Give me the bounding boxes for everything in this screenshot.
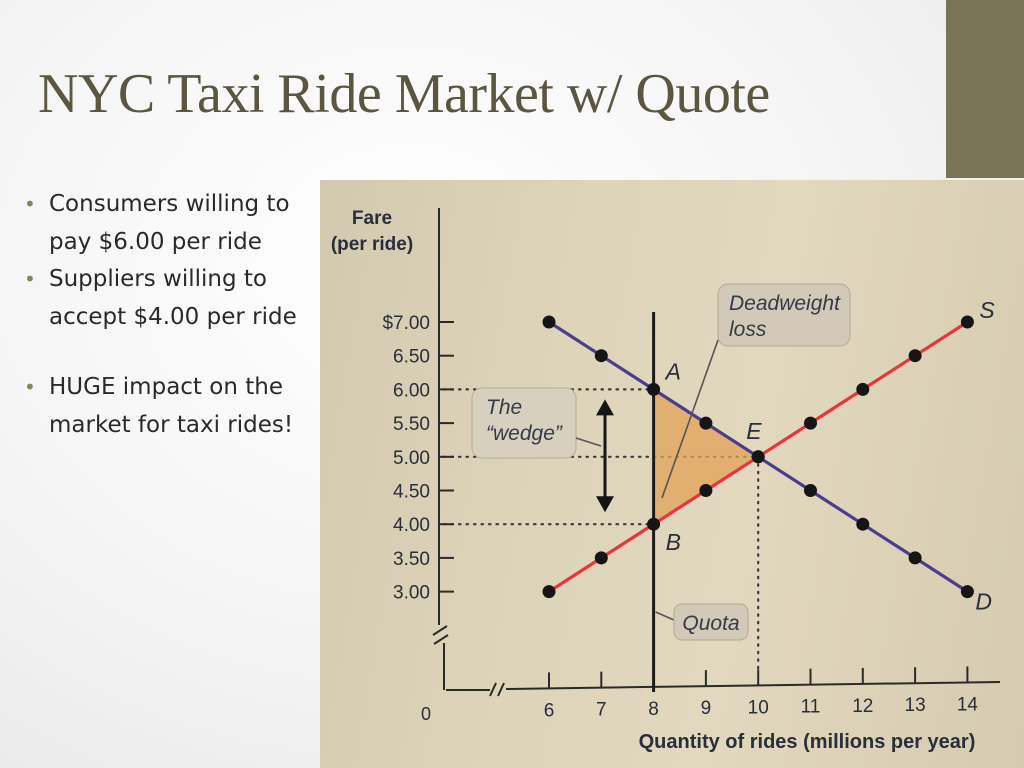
y-tick-label: 4.00 <box>393 515 430 536</box>
deadweight-label: loss <box>729 318 767 341</box>
quota-label: Quota <box>682 612 739 635</box>
y-axis-title-line1: Fare <box>352 208 392 229</box>
point-label-e: E <box>746 418 762 444</box>
demand-point <box>647 382 661 396</box>
y-tick-label: 6.00 <box>393 380 430 401</box>
y-axis-break <box>432 625 449 645</box>
deadweight-pointer <box>661 339 719 499</box>
x-tick-label: 12 <box>852 696 873 717</box>
wedge-callout <box>471 387 577 459</box>
accent-bar <box>946 0 1024 178</box>
x-axis-title: Quantity of rides (millions per year) <box>639 731 976 753</box>
y-tick-label: 5.00 <box>393 448 430 469</box>
y-tick-label: 6.50 <box>393 347 430 368</box>
y-tick-label: 4.50 <box>393 482 430 503</box>
supply-label: S <box>979 297 995 323</box>
supply-point <box>647 517 661 531</box>
x-axis-break <box>489 682 505 697</box>
deadweight-callout <box>717 283 851 347</box>
demand-point <box>542 315 556 329</box>
x-tick-label: 9 <box>701 698 712 719</box>
quota-callout <box>673 603 749 641</box>
demand-point <box>594 349 608 363</box>
demand-point <box>908 551 922 565</box>
x-tick-label: 10 <box>748 697 769 718</box>
wedge-pointer <box>575 437 602 447</box>
demand-point <box>856 517 870 531</box>
wedge-arrow-head-up <box>596 399 614 416</box>
bullet-consumers: Consumers willing to pay $6.00 per ride <box>22 186 314 261</box>
x-tick-label: 6 <box>544 700 555 721</box>
deadweight-label: Deadweight <box>729 292 841 315</box>
y-tick-label: 3.00 <box>393 583 430 604</box>
demand-point <box>699 416 713 430</box>
y-tick-label: 5.50 <box>393 414 430 435</box>
supply-point <box>542 585 556 599</box>
wedge-label: The <box>486 396 522 419</box>
market-chart: 3.00 3.50 4.00 4.50 5.00 5.50 6.00 6.50 $7.00 6 7 8… <box>331 208 1001 753</box>
y-tick-label: $7.00 <box>382 313 430 334</box>
x-tick-label: 7 <box>596 700 607 721</box>
supply-point <box>699 484 713 497</box>
bullet-suppliers: Suppliers willing to accept $4.00 per ri… <box>22 261 314 336</box>
supply-point <box>856 382 870 396</box>
supply-point <box>908 349 922 363</box>
y-axis-title-line2: (per ride) <box>331 234 413 255</box>
quota-pointer <box>655 611 675 621</box>
wedge-arrow-head-down <box>596 496 614 513</box>
y-tick-label: 3.50 <box>393 549 430 570</box>
x-tick-label: 11 <box>801 697 821 718</box>
point-label-b: B <box>666 529 681 555</box>
supply-point <box>751 450 765 464</box>
supply-point <box>804 416 817 430</box>
demand-point <box>960 585 974 599</box>
origin-label: 0 <box>421 704 431 724</box>
slide-title: NYC Taxi Ride Market w/ Quote <box>38 63 770 125</box>
chart-photo: 3.00 3.50 4.00 4.50 5.00 5.50 6.00 6.50 $7.00 6 7 8… <box>320 180 1024 768</box>
demand-label: D <box>975 589 992 615</box>
supply-point <box>960 315 974 329</box>
bullet-list: Consumers willing to pay $6.00 per ride … <box>22 186 314 444</box>
deadweight-triangle <box>653 389 759 525</box>
bullet-impact: HUGE impact on the market for taxi rides… <box>22 369 314 444</box>
demand-point <box>804 484 817 497</box>
x-axis <box>505 681 1001 690</box>
x-tick-label: 8 <box>648 699 659 720</box>
wedge-label: “wedge” <box>486 422 563 445</box>
supply-point <box>594 551 608 565</box>
x-tick-label: 13 <box>905 695 926 716</box>
point-label-a: A <box>664 358 681 384</box>
x-tick-label: 14 <box>957 694 979 715</box>
